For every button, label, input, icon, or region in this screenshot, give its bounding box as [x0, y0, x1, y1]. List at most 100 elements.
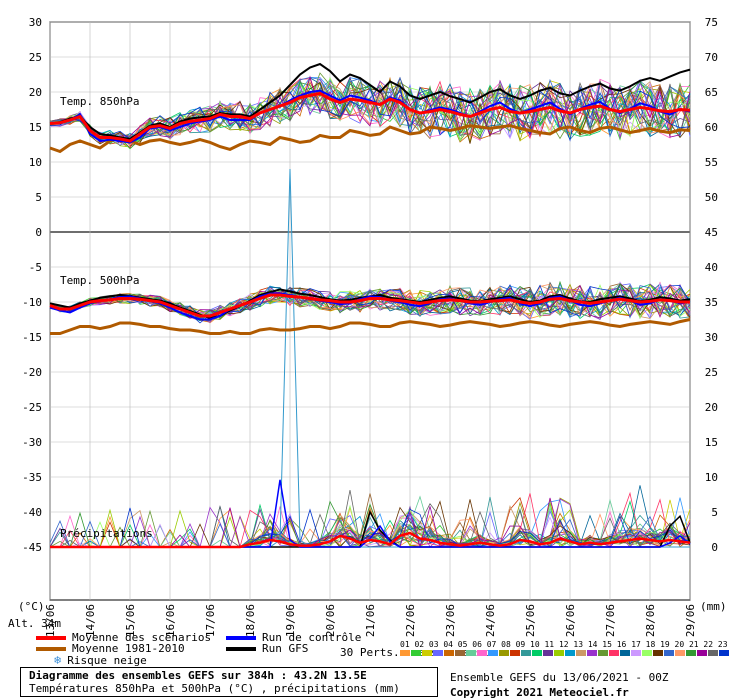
pert-color-swatch	[400, 650, 410, 656]
left-tick-label: 0	[35, 226, 42, 239]
copyright: Copyright 2021 Meteociel.fr	[450, 686, 629, 699]
right-tick-label: 55	[705, 156, 718, 169]
pert-color-swatch	[510, 650, 520, 656]
pert-color-swatch	[686, 650, 696, 656]
x-tick-label: 29/06	[684, 604, 697, 637]
panel-labels: Temp. 850hPa Temp. 500hPa Précipitations	[60, 95, 153, 540]
pert-color-swatch	[653, 650, 663, 656]
series-moyenne-1981-2010-t500	[50, 318, 691, 335]
label-t500: Temp. 500hPa	[60, 274, 139, 287]
x-tick-label: 15/06	[124, 604, 137, 637]
series-moyenne-des-sc-narios-t500	[49, 293, 690, 318]
x-tick-label: 24/06	[484, 604, 497, 637]
x-tick-label: 19/06	[284, 604, 297, 637]
pert-color-swatch	[664, 650, 674, 656]
left-tick-label: -45	[22, 541, 42, 554]
main-series-lines	[49, 62, 691, 549]
pert-color-swatch	[576, 650, 586, 656]
x-tick-label: 28/06	[644, 604, 657, 637]
left-tick-label: -30	[22, 436, 42, 449]
perturbations-label: 30 Perts.	[340, 646, 400, 659]
pert-t850-line	[49, 75, 691, 143]
pert-color-swatch	[708, 650, 718, 656]
x-tick-label: 21/06	[364, 604, 377, 637]
left-tick-label: 5	[35, 191, 42, 204]
pert-color-swatch	[532, 650, 542, 656]
pert-color-swatch	[455, 650, 465, 656]
pert-color-swatch	[675, 650, 685, 656]
pert-color-swatch	[521, 650, 531, 656]
series-moyenne-des-sc-narios-precip	[50, 531, 691, 549]
pert-color-swatch	[587, 650, 597, 656]
altitude-label: Alt. 34m	[8, 617, 61, 630]
right-tick-label: 65	[705, 86, 718, 99]
x-tick-label: 20/06	[324, 604, 337, 637]
label-precip: Précipitations	[60, 527, 153, 540]
pert-color-swatch	[499, 650, 509, 656]
left-tick-label: 25	[29, 51, 42, 64]
pert-color-swatch	[433, 650, 443, 656]
pert-t850-line	[49, 76, 691, 139]
right-tick-label: 70	[705, 51, 718, 64]
run-info-block: Ensemble GEFS du 13/06/2021 - 00Z Copyri…	[450, 670, 669, 700]
left-tick-label: -10	[22, 296, 42, 309]
series-moyenne-1981-2010-t850	[49, 124, 691, 154]
x-tick-label: 23/06	[444, 604, 457, 637]
pert-color-swatch	[466, 650, 476, 656]
series-run-gfs-t850	[49, 62, 691, 140]
x-tick-label: 27/06	[604, 604, 617, 637]
pert-color-swatch	[631, 650, 641, 656]
right-tick-label: 15	[705, 436, 718, 449]
left-tick-label: 15	[29, 121, 42, 134]
right-tick-label: 45	[705, 226, 718, 239]
right-tick-label: 0	[711, 541, 718, 554]
x-tick-label: 22/06	[404, 604, 417, 637]
pert-t850-line	[49, 86, 691, 142]
pert-color-swatch	[554, 650, 564, 656]
label-t850: Temp. 850hPa	[60, 95, 139, 108]
pert-color-swatch	[444, 650, 454, 656]
left-tick-label: -20	[22, 366, 42, 379]
pert-color-swatch	[620, 650, 630, 656]
pert-color-swatch	[565, 650, 575, 656]
run-info: Ensemble GEFS du 13/06/2021 - 00Z	[450, 671, 669, 684]
right-tick-label: 35	[705, 296, 718, 309]
chart-subtitle: Températures 850hPa et 500hPa (°C) , pré…	[29, 682, 400, 695]
pert-t500-line	[49, 284, 691, 319]
pert-color-swatch	[598, 650, 608, 656]
perturbation-color-strip	[400, 650, 730, 656]
right-tick-label: 30	[705, 331, 718, 344]
pert-color-swatch	[543, 650, 553, 656]
left-tick-label: -5	[29, 261, 42, 274]
x-tick-label: 14/06	[84, 604, 97, 637]
right-tick-label: 10	[705, 471, 718, 484]
x-tick-label: 16/06	[164, 604, 177, 637]
right-tick-label: 40	[705, 261, 718, 274]
pert-color-swatch	[477, 650, 487, 656]
left-tick-label: -40	[22, 506, 42, 519]
left-tick-label: 20	[29, 86, 42, 99]
title-box: Diagramme des ensembles GEFS sur 384h : …	[20, 667, 438, 697]
chart-title: Diagramme des ensembles GEFS sur 384h : …	[29, 669, 367, 682]
pert-color-swatch	[642, 650, 652, 656]
left-tick-label: 10	[29, 156, 42, 169]
left-tick-label: 30	[29, 16, 42, 29]
x-tick-label: 17/06	[204, 604, 217, 637]
pert-color-swatch	[719, 650, 729, 656]
pert-color-swatch	[422, 650, 432, 656]
x-tick-label: 18/06	[244, 604, 257, 637]
x-tick-label: 26/06	[564, 604, 577, 637]
x-tick-label: 25/06	[524, 604, 537, 637]
left-tick-label: -15	[22, 331, 42, 344]
pert-color-swatch	[697, 650, 707, 656]
pert-color-swatch	[609, 650, 619, 656]
series-moyenne-des-sc-narios-t850	[49, 91, 691, 143]
right-tick-label: 60	[705, 121, 718, 134]
left-unit: (°C)	[18, 600, 45, 613]
right-unit: (mm)	[700, 600, 727, 613]
left-tick-label: -35	[22, 471, 42, 484]
left-tick-label: -25	[22, 401, 42, 414]
right-tick-label: 5	[711, 506, 718, 519]
